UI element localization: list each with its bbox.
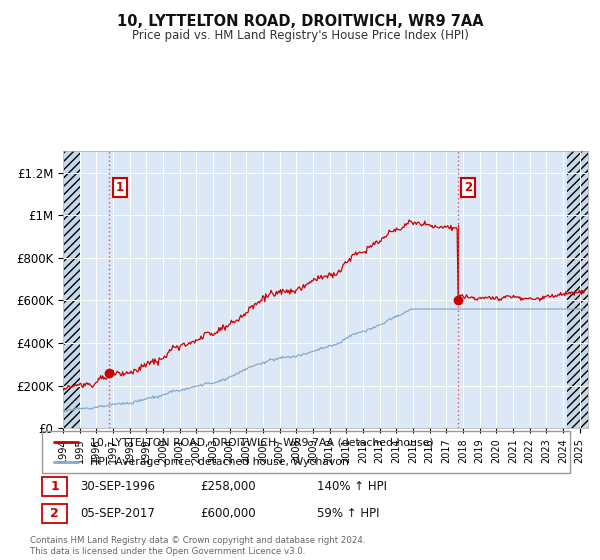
Text: £258,000: £258,000 [200, 480, 256, 493]
Bar [42, 477, 67, 496]
Text: HPI: Average price, detached house, Wychavon: HPI: Average price, detached house, Wych… [89, 458, 349, 467]
Text: 140% ↑ HPI: 140% ↑ HPI [317, 480, 386, 493]
Bar [42, 503, 67, 522]
Text: Contains HM Land Registry data © Crown copyright and database right 2024.
This d: Contains HM Land Registry data © Crown c… [30, 536, 365, 556]
Text: 30-SEP-1996: 30-SEP-1996 [80, 480, 155, 493]
Text: 59% ↑ HPI: 59% ↑ HPI [317, 507, 379, 520]
Text: 2: 2 [50, 507, 59, 520]
Text: £600,000: £600,000 [200, 507, 256, 520]
Text: 10, LYTTELTON ROAD, DROITWICH, WR9 7AA: 10, LYTTELTON ROAD, DROITWICH, WR9 7AA [116, 14, 484, 29]
Text: 1: 1 [50, 480, 59, 493]
Text: 05-SEP-2017: 05-SEP-2017 [80, 507, 155, 520]
Text: 10, LYTTELTON ROAD, DROITWICH, WR9 7AA (detached house): 10, LYTTELTON ROAD, DROITWICH, WR9 7AA (… [89, 437, 433, 447]
Text: Price paid vs. HM Land Registry's House Price Index (HPI): Price paid vs. HM Land Registry's House … [131, 29, 469, 42]
Text: 1: 1 [115, 181, 124, 194]
Text: 2: 2 [464, 181, 472, 194]
